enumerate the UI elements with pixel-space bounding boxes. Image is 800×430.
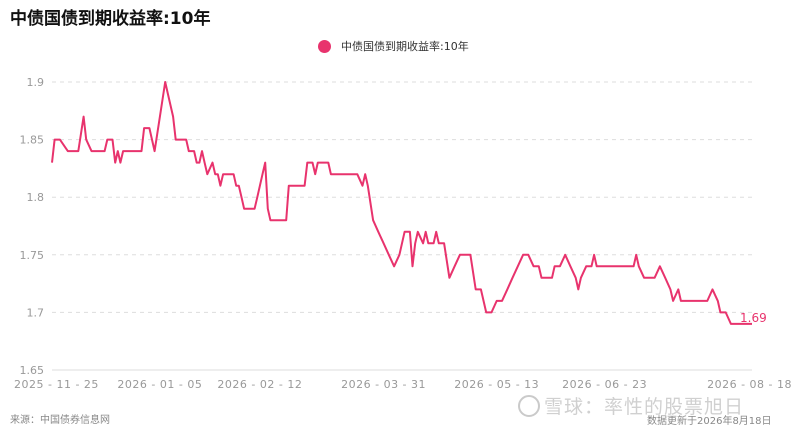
axis-labels: 1.65 1.7 1.75 1.8 1.85 1.9 2025 - 11 - 25 2026 …	[14, 76, 792, 391]
x-tick-label: 2026 - 01 - 05	[117, 378, 202, 391]
x-tick-label: 2026 - 05 - 13	[454, 378, 539, 391]
y-tick-label: 1.65	[20, 364, 45, 377]
chart-legend[interactable]: 中债国债到期收益率:10年	[318, 38, 469, 54]
grid-lines	[52, 81, 752, 371]
series-line	[51, 81, 752, 325]
end-value-label: 1.69	[740, 311, 767, 325]
y-tick-label: 1.75	[20, 249, 45, 262]
snowball-logo-icon	[518, 394, 540, 417]
x-tick-label: 2026 - 06 - 23	[562, 378, 647, 391]
series-layer: 1.69	[51, 81, 767, 325]
watermark: 雪球：率性的股票旭日	[518, 392, 744, 419]
x-tick-label: 2026 - 02 - 12	[217, 378, 302, 391]
watermark-text: 雪球：率性的股票旭日	[544, 396, 745, 418]
source-note: 来源：中国债券信息网	[10, 415, 110, 426]
chart-title: 中债国债到期收益率:10年	[10, 9, 211, 29]
legend-marker	[318, 39, 331, 53]
y-tick-label: 1.9	[27, 76, 45, 89]
x-tick-label: 2026 - 03 - 31	[341, 378, 426, 391]
y-tick-label: 1.7	[27, 306, 45, 319]
x-tick-label: 2026 - 08 - 18	[707, 378, 792, 391]
x-tick-label: 2025 - 11 - 25	[14, 378, 99, 391]
y-tick-label: 1.8	[27, 191, 45, 204]
y-tick-label: 1.85	[20, 134, 45, 147]
update-note: 数据更新于2026年8月18日	[647, 416, 772, 427]
legend-label: 中债国债到期收益率:10年	[341, 40, 469, 53]
